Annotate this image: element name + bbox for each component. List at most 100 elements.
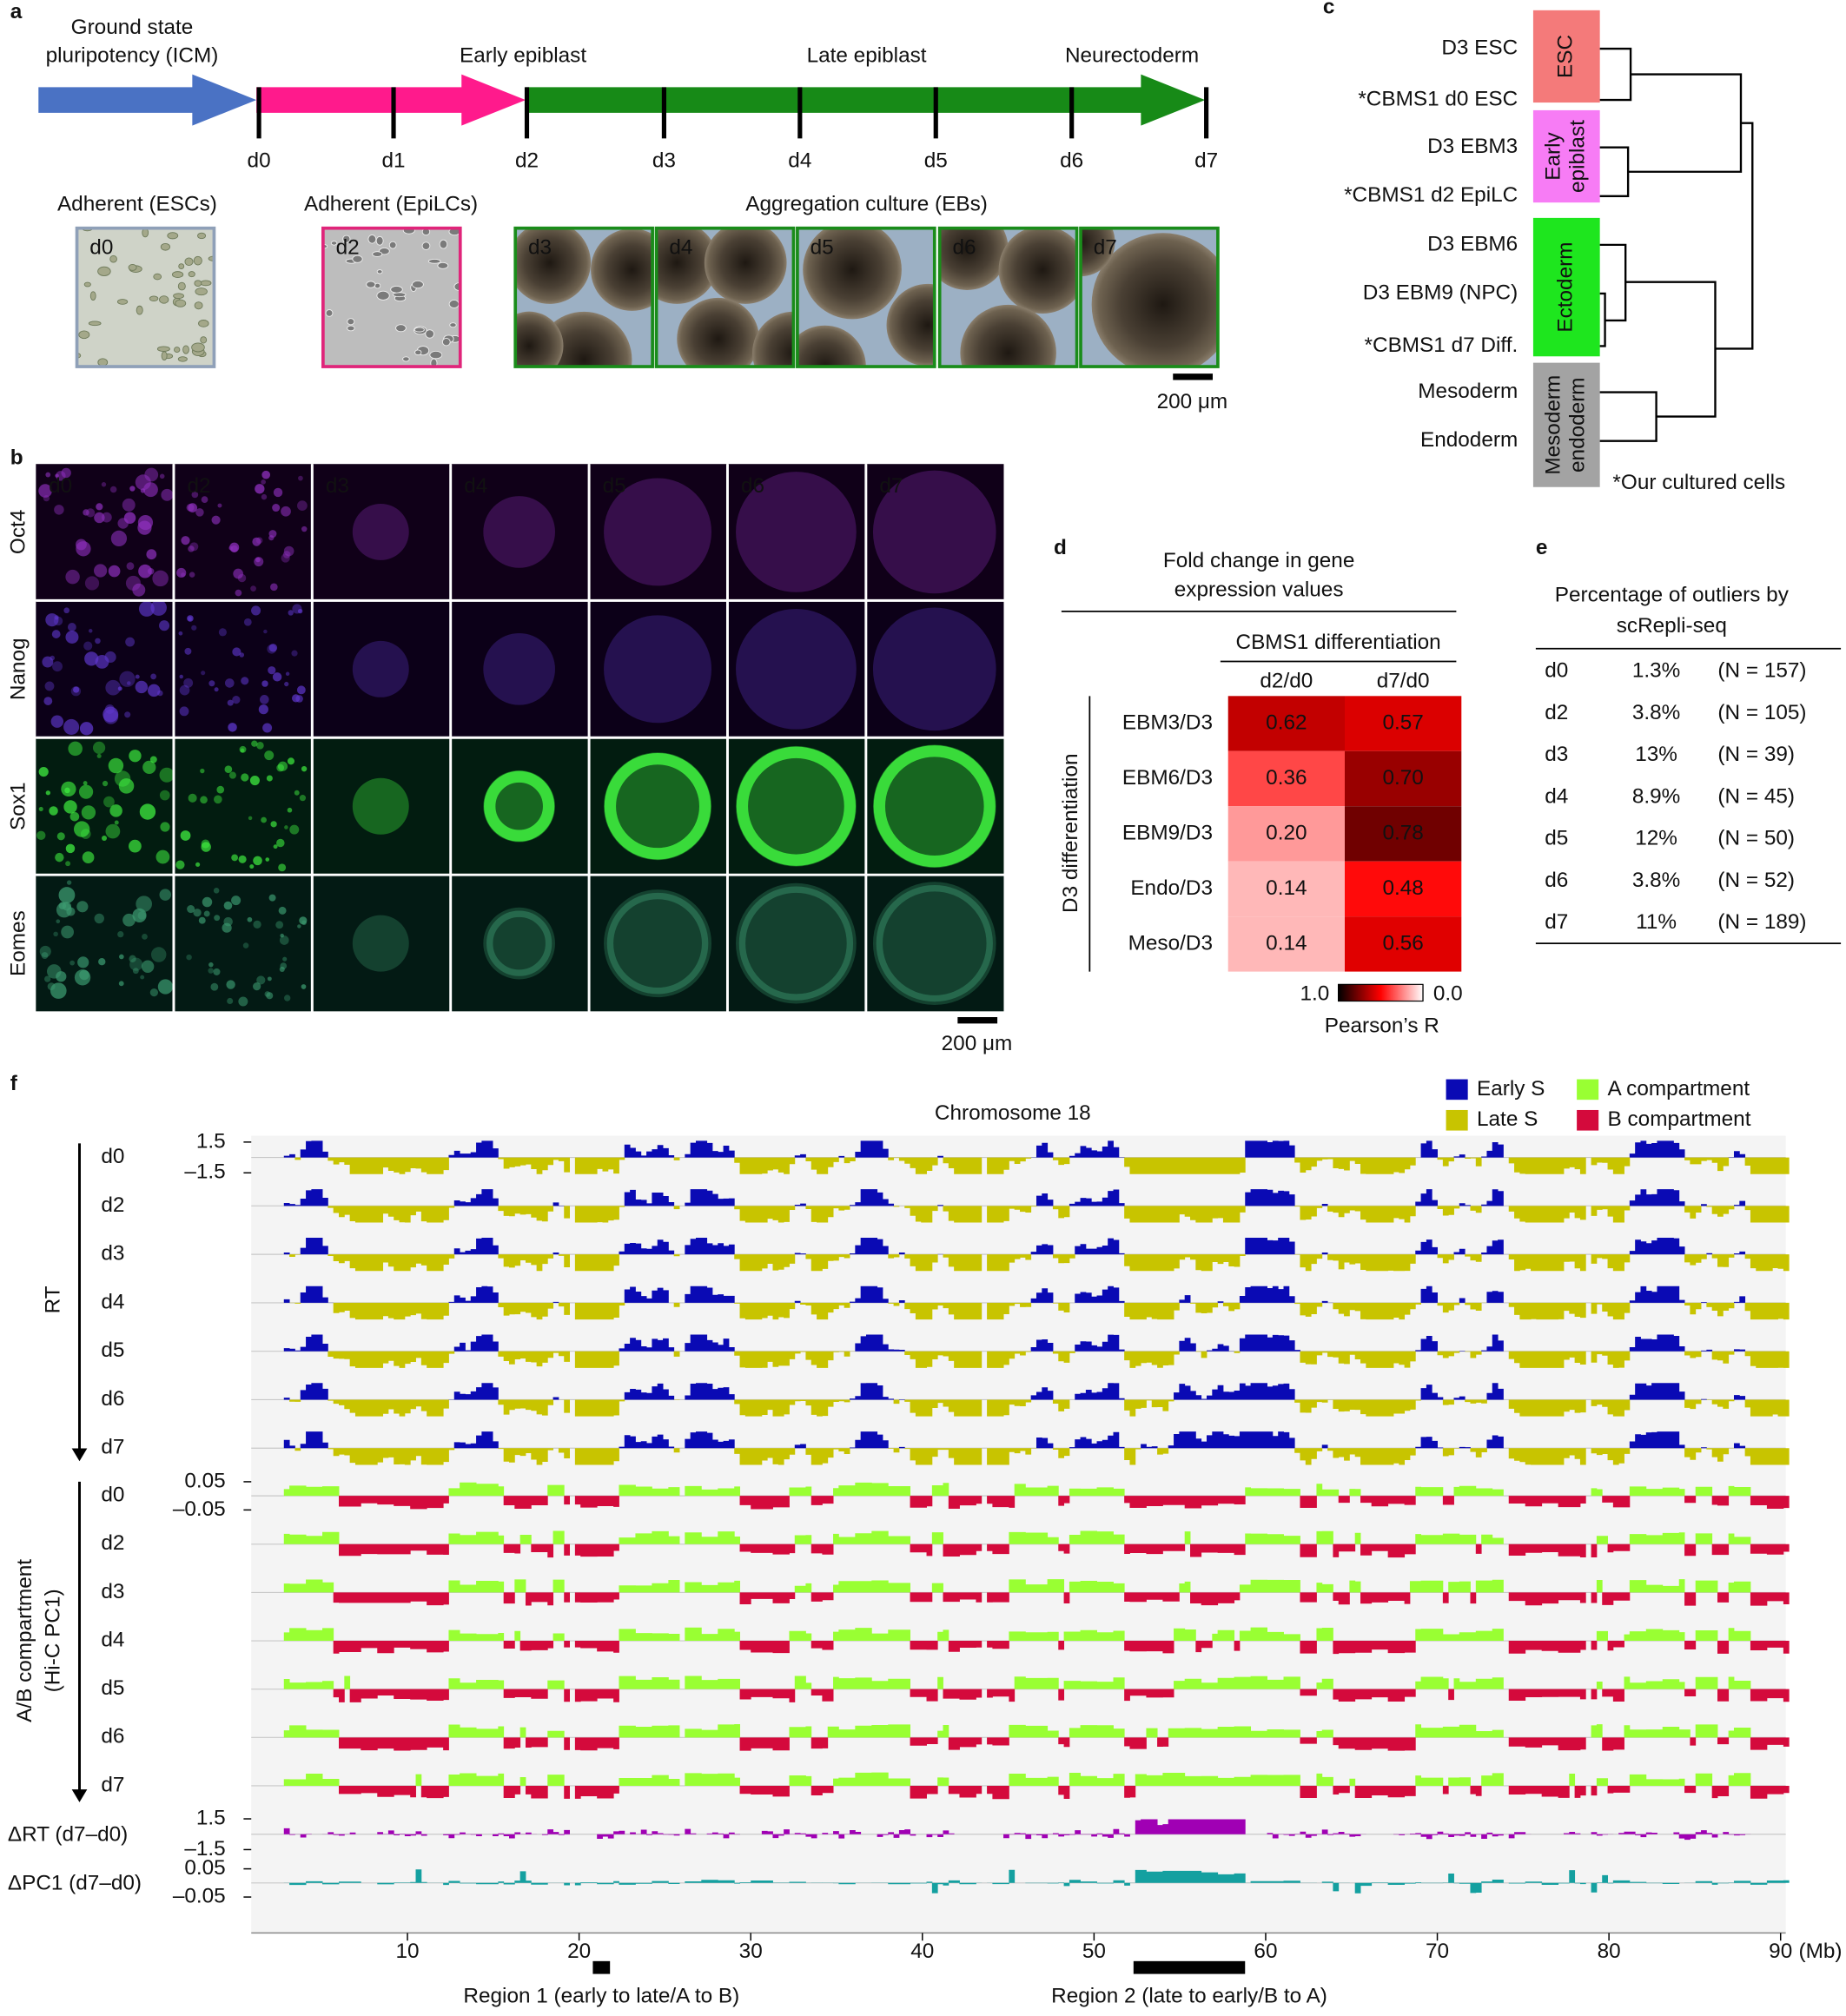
cell xyxy=(301,765,308,772)
table-cell: 13% xyxy=(1635,743,1677,766)
rt-track xyxy=(283,1237,1746,1255)
cell-label: 0.57 xyxy=(1382,711,1423,734)
rt-track xyxy=(328,1351,1790,1368)
cell xyxy=(203,910,210,917)
cell xyxy=(152,570,169,587)
group-label: RT xyxy=(41,1286,64,1313)
embryoid-body xyxy=(736,882,857,1004)
cell xyxy=(167,232,179,240)
cell xyxy=(222,922,232,933)
cell xyxy=(127,681,131,685)
x-tick-label: 10 xyxy=(396,1940,420,1963)
row-label: EBM3/D3 xyxy=(1122,711,1213,734)
cell xyxy=(194,280,202,288)
legend-label: B compartment xyxy=(1608,1107,1751,1131)
rt-track xyxy=(289,1399,1790,1417)
cell xyxy=(275,921,284,929)
micrograph-bg xyxy=(76,228,215,367)
cell xyxy=(272,672,282,682)
embryoid-body xyxy=(656,228,718,304)
cell xyxy=(52,661,63,672)
region-bar xyxy=(1133,1960,1246,1974)
cell xyxy=(285,671,290,677)
cell xyxy=(175,299,187,307)
cell xyxy=(177,281,186,291)
cell xyxy=(268,894,276,902)
fluorescence-image xyxy=(174,464,312,600)
cell xyxy=(45,472,51,478)
leaf-label: *CBMS1 d2 EpiLC xyxy=(1344,183,1518,207)
cell xyxy=(376,290,390,301)
table-cell: 3.8% xyxy=(1632,869,1680,892)
cell xyxy=(150,673,157,680)
cell xyxy=(201,839,210,849)
cell xyxy=(395,324,407,333)
pc-track xyxy=(283,1530,1751,1544)
cell xyxy=(251,605,261,616)
cell xyxy=(117,930,124,938)
track-label: d3 xyxy=(101,1580,124,1603)
cell xyxy=(142,933,148,940)
cell xyxy=(83,509,89,516)
embryoid-body xyxy=(998,228,1077,314)
cell xyxy=(101,512,112,523)
y-tick-label: 1.5 xyxy=(196,1129,226,1153)
scale-label: 200 μm xyxy=(942,1032,1013,1055)
row-label: Sox1 xyxy=(7,782,30,830)
cell xyxy=(149,988,158,997)
embryoid-body xyxy=(736,745,857,867)
day-label: d0 xyxy=(248,149,271,172)
fluorescence-image xyxy=(174,875,312,1012)
cell xyxy=(376,269,383,274)
group-label: Early xyxy=(1542,132,1565,181)
cell xyxy=(178,631,183,636)
cell xyxy=(441,338,451,347)
embryoid-body xyxy=(1081,228,1115,277)
cell xyxy=(78,784,94,799)
cell xyxy=(279,935,289,945)
fluorescence-image xyxy=(866,464,1004,600)
fluorescence-image xyxy=(451,464,589,600)
cell xyxy=(197,232,207,240)
column-label: d4 xyxy=(464,474,487,498)
cell xyxy=(297,500,308,512)
cell xyxy=(266,992,274,1000)
heatmap-cell xyxy=(1345,861,1462,917)
group-label: ESC xyxy=(1554,35,1578,78)
rt-track xyxy=(289,1302,1790,1320)
cell xyxy=(76,541,91,557)
leaf-label: *CBMS1 d0 ESC xyxy=(1358,88,1518,111)
cell xyxy=(124,711,131,718)
column-label: d5 xyxy=(603,474,626,498)
pc-track xyxy=(283,1627,1751,1642)
cell xyxy=(135,674,140,679)
cell xyxy=(223,901,233,910)
stage-arrow xyxy=(526,74,1206,126)
cell xyxy=(61,925,74,939)
cell xyxy=(177,356,188,362)
rt-track xyxy=(283,1431,1746,1449)
cell xyxy=(43,697,53,705)
cell xyxy=(273,844,278,849)
micrograph-frame xyxy=(513,226,654,368)
table-cell: (N = 45) xyxy=(1717,784,1795,808)
x-tick-label: 60 xyxy=(1254,1940,1277,1963)
cell xyxy=(56,902,72,918)
cell xyxy=(183,678,194,688)
cell xyxy=(284,681,289,687)
cell xyxy=(92,741,106,755)
cell xyxy=(213,968,221,975)
cell xyxy=(44,975,51,982)
panel-letter: d xyxy=(1054,536,1067,559)
embryoid-body xyxy=(736,608,857,730)
cell xyxy=(110,530,128,547)
cell xyxy=(208,680,215,687)
cell xyxy=(200,336,208,344)
cell xyxy=(186,954,192,961)
cell xyxy=(63,800,77,814)
cell xyxy=(65,843,76,854)
cell xyxy=(228,545,234,551)
cell-label: 0.48 xyxy=(1382,876,1423,900)
embryoid-body xyxy=(604,615,712,724)
track-label: d4 xyxy=(101,1628,124,1651)
